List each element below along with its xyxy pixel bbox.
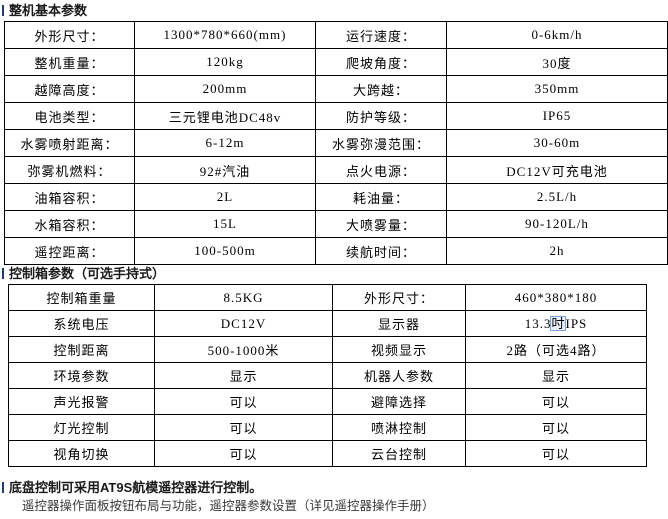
param-value-cell: 可以 bbox=[465, 440, 647, 467]
section-heading-chassis-note-label: 底盘控制可采用AT9S航模遥控器进行控制。 bbox=[9, 480, 263, 495]
param-label-cell: 续航时间： bbox=[315, 237, 447, 265]
highlighted-character: 吋 bbox=[550, 315, 567, 331]
param-value-cell: 100-500m bbox=[134, 237, 316, 265]
param-label-cell: 弥雾机燃料： bbox=[4, 156, 135, 184]
heading-accent-bar-icon bbox=[2, 268, 4, 279]
param-value-cell: 可以 bbox=[465, 388, 647, 415]
param-value-cell: 92#汽油 bbox=[134, 156, 316, 184]
param-label-cell: 控制距离 bbox=[8, 336, 155, 363]
section-heading-main-params: 整机基本参数 bbox=[2, 3, 87, 18]
param-label-cell: 点火电源： bbox=[315, 156, 447, 184]
param-value-cell: 0-6km/h bbox=[446, 21, 668, 49]
param-value-cell: 可以 bbox=[465, 414, 647, 441]
param-label-cell: 运行速度： bbox=[315, 21, 447, 49]
param-value-cell: 2L bbox=[134, 183, 316, 211]
param-label-cell: 控制箱重量 bbox=[8, 284, 155, 311]
param-label-cell: 爬坡角度： bbox=[315, 48, 447, 76]
param-label-cell: 遥控距离： bbox=[4, 237, 135, 265]
param-value-cell: 30-60m bbox=[446, 129, 668, 157]
table-main-params: 外形尺寸： 1300*780*660(mm) 运行速度： 0-6km/h 整机重量： 12… bbox=[4, 21, 668, 265]
table-row: 水雾喷射距离： 6-12m 水雾弥漫范围： 30-60m bbox=[4, 129, 668, 157]
param-label-cell: 大跨越： bbox=[315, 75, 447, 103]
param-value-cell: 30度 bbox=[446, 48, 668, 76]
param-value-cell: 13.3吋IPS bbox=[465, 310, 647, 337]
param-value-cell: 显示 bbox=[154, 362, 333, 389]
param-value-cell: DC12V可充电池 bbox=[446, 156, 668, 184]
table-row: 系统电压 DC12V 显示器 13.3吋IPS bbox=[8, 310, 647, 337]
table-row: 外形尺寸： 1300*780*660(mm) 运行速度： 0-6km/h bbox=[4, 21, 668, 49]
param-value-cell: 可以 bbox=[154, 440, 333, 467]
table-row: 弥雾机燃料： 92#汽油 点火电源： DC12V可充电池 bbox=[4, 156, 668, 184]
table-row: 声光报警 可以 避障选择 可以 bbox=[8, 388, 647, 415]
param-value-cell: 1300*780*660(mm) bbox=[134, 21, 316, 49]
param-label-cell: 越障高度： bbox=[4, 75, 135, 103]
chassis-note-detail: 遥控器操作面板按钮布局与功能，遥控器参数设置（详见遥控器操作手册） bbox=[22, 499, 435, 513]
param-label-cell: 视频显示 bbox=[332, 336, 466, 363]
param-value-cell: IP65 bbox=[446, 102, 668, 130]
param-label-cell: 整机重量： bbox=[4, 48, 135, 76]
table-row: 越障高度： 200mm 大跨越： 350mm bbox=[4, 75, 668, 103]
param-value-cell: 8.5KG bbox=[154, 284, 333, 311]
param-value-cell: 显示 bbox=[465, 362, 647, 389]
param-label-cell: 喷淋控制 bbox=[332, 414, 466, 441]
param-label-cell: 系统电压 bbox=[8, 310, 155, 337]
table-main-params-body: 外形尺寸： 1300*780*660(mm) 运行速度： 0-6km/h 整机重量： 12… bbox=[4, 21, 668, 265]
section-heading-chassis-note: 底盘控制可采用AT9S航模遥控器进行控制。 bbox=[2, 480, 262, 495]
table-row: 视角切换 可以 云台控制 可以 bbox=[8, 440, 647, 467]
param-label-cell: 避障选择 bbox=[332, 388, 466, 415]
param-label-cell: 水箱容积： bbox=[4, 210, 135, 238]
param-value-cell: 可以 bbox=[154, 388, 333, 415]
param-label-cell: 外形尺寸： bbox=[332, 284, 466, 311]
param-value-cell: 可以 bbox=[154, 414, 333, 441]
param-label-cell: 防护等级： bbox=[315, 102, 447, 130]
param-label-cell: 油箱容积： bbox=[4, 183, 135, 211]
param-label-cell: 电池类型： bbox=[4, 102, 135, 130]
param-label-cell: 大喷雾量： bbox=[315, 210, 447, 238]
param-value-cell: 200mm bbox=[134, 75, 316, 103]
param-label-cell: 耗油量： bbox=[315, 183, 447, 211]
table-row: 控制箱重量 8.5KG 外形尺寸： 460*380*180 bbox=[8, 284, 647, 311]
table-row: 控制距离 500-1000米 视频显示 2路（可选4路） bbox=[8, 336, 647, 363]
table-row: 灯光控制 可以 喷淋控制 可以 bbox=[8, 414, 647, 441]
table-control-box-params-body: 控制箱重量 8.5KG 外形尺寸： 460*380*180 系统电压 DC12V 显示器 13… bbox=[8, 284, 647, 467]
param-value-cell: 6-12m bbox=[134, 129, 316, 157]
param-label-cell: 外形尺寸： bbox=[4, 21, 135, 49]
table-control-box-params: 控制箱重量 8.5KG 外形尺寸： 460*380*180 系统电压 DC12V 显示器 13… bbox=[8, 284, 647, 467]
param-label-cell: 视角切换 bbox=[8, 440, 155, 467]
param-label-cell: 水雾弥漫范围： bbox=[315, 129, 447, 157]
param-label-cell: 机器人参数 bbox=[332, 362, 466, 389]
param-value-cell: 2路（可选4路） bbox=[465, 336, 647, 363]
section-heading-control-box-label: 控制箱参数（可选手持式） bbox=[9, 266, 166, 281]
table-row: 水箱容积： 15L 大喷雾量： 90-120L/h bbox=[4, 210, 668, 238]
param-value-cell: 500-1000米 bbox=[154, 336, 333, 363]
table-row: 电池类型： 三元锂电池DC48v 防护等级： IP65 bbox=[4, 102, 668, 130]
param-label-cell: 显示器 bbox=[332, 310, 466, 337]
param-label-cell: 环境参数 bbox=[8, 362, 155, 389]
param-value-cell: 15L bbox=[134, 210, 316, 238]
table-row: 油箱容积： 2L 耗油量： 2.5L/h bbox=[4, 183, 668, 211]
param-label-cell: 灯光控制 bbox=[8, 414, 155, 441]
param-value-cell: 2.5L/h bbox=[446, 183, 668, 211]
table-row: 遥控距离： 100-500m 续航时间： 2h bbox=[4, 237, 668, 265]
param-label-cell: 云台控制 bbox=[332, 440, 466, 467]
heading-accent-bar-icon bbox=[2, 5, 4, 16]
param-label-cell: 声光报警 bbox=[8, 388, 155, 415]
param-value-cell: 120kg bbox=[134, 48, 316, 76]
param-value-cell: 三元锂电池DC48v bbox=[134, 102, 316, 130]
param-value-cell: 90-120L/h bbox=[446, 210, 668, 238]
param-value-cell: 350mm bbox=[446, 75, 668, 103]
param-value-cell: 2h bbox=[446, 237, 668, 265]
param-label-cell: 水雾喷射距离： bbox=[4, 129, 135, 157]
heading-accent-bar-icon bbox=[2, 482, 4, 493]
section-heading-control-box: 控制箱参数（可选手持式） bbox=[2, 266, 165, 281]
table-row: 环境参数 显示 机器人参数 显示 bbox=[8, 362, 647, 389]
table-row: 整机重量： 120kg 爬坡角度： 30度 bbox=[4, 48, 668, 76]
section-heading-main-params-label: 整机基本参数 bbox=[9, 3, 88, 18]
param-value-cell: 460*380*180 bbox=[465, 284, 647, 311]
param-value-cell: DC12V bbox=[154, 310, 333, 337]
